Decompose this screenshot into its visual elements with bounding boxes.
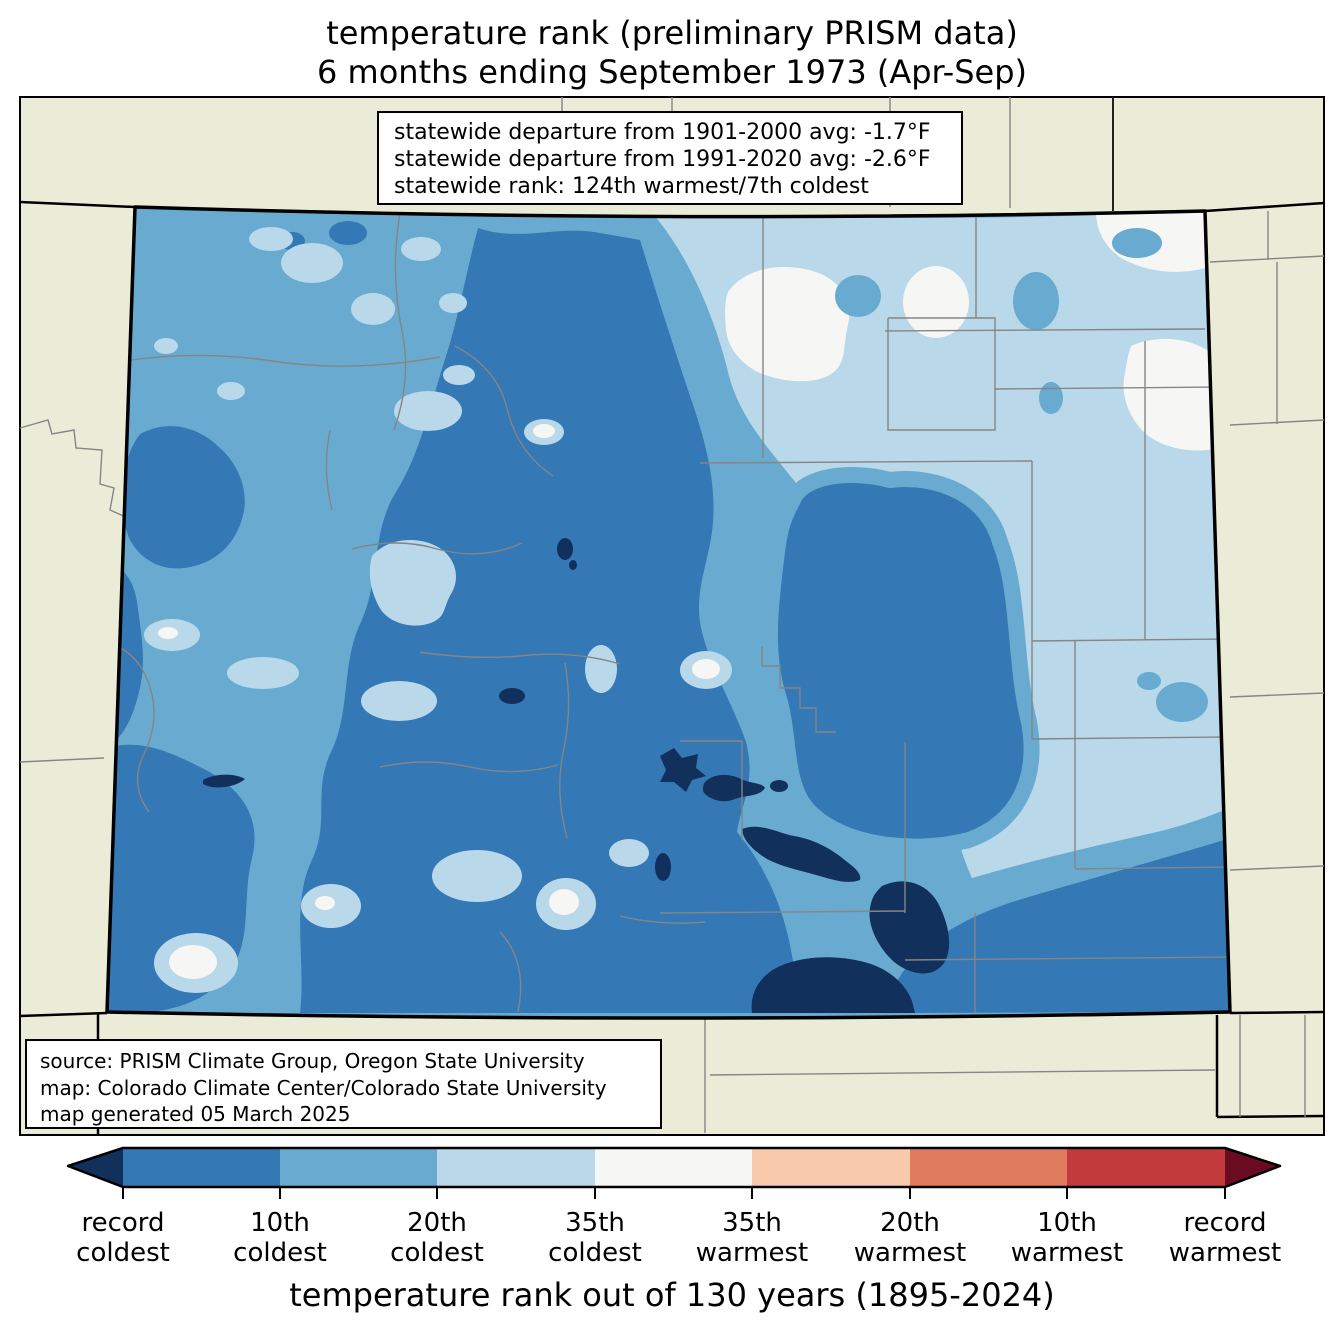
fill-white-cores-west bbox=[158, 424, 720, 979]
legend-label: warmest bbox=[1011, 1238, 1124, 1268]
colorado-county-lines bbox=[108, 212, 1230, 1013]
stats-box: statewide departure from 1901-2000 avg: … bbox=[377, 111, 963, 205]
fill-dark-masses-10th-coldest bbox=[108, 221, 1230, 1013]
state-colorado-fills bbox=[107, 207, 1230, 1018]
legend-label: 35th bbox=[565, 1208, 625, 1238]
legend-label: record bbox=[1183, 1208, 1266, 1238]
source-line-1: source: PRISM Climate Group, Oregon Stat… bbox=[40, 1049, 585, 1073]
colorbar-axis-title: temperature rank out of 130 years (1895-… bbox=[289, 1276, 1055, 1314]
legend-label: coldest bbox=[390, 1238, 484, 1268]
colorbar-ticks bbox=[122, 1187, 1226, 1199]
colorbar-seg-2 bbox=[280, 1148, 437, 1187]
colorbar-seg-1 bbox=[123, 1148, 280, 1187]
colorbar-seg-6 bbox=[910, 1148, 1067, 1187]
page-title-line1: temperature rank (preliminary PRISM data… bbox=[326, 14, 1018, 52]
fill-record-coldest-blobs bbox=[203, 538, 950, 1013]
source-line-3: map generated 05 March 2025 bbox=[40, 1102, 350, 1126]
legend-label: coldest bbox=[76, 1238, 170, 1268]
colorado-state-outline bbox=[105, 205, 1232, 1020]
colorbar-right-arrow bbox=[1225, 1148, 1280, 1187]
colorbar-seg-3 bbox=[437, 1148, 595, 1187]
stats-line-1: statewide departure from 1901-2000 avg: … bbox=[394, 120, 931, 145]
colorbar-left-arrow bbox=[68, 1148, 123, 1187]
legend-label: warmest bbox=[854, 1238, 967, 1268]
legend-label: 35th bbox=[722, 1208, 782, 1238]
legend-label: coldest bbox=[233, 1238, 327, 1268]
legend-label: warmest bbox=[696, 1238, 809, 1268]
stats-line-3: statewide rank: 124th warmest/7th coldes… bbox=[394, 174, 869, 199]
colorbar-seg-4 bbox=[595, 1148, 752, 1187]
colorbar-seg-5 bbox=[752, 1148, 910, 1187]
legend-label: coldest bbox=[548, 1238, 642, 1268]
colorbar-legend: record coldest 10th coldest 20th coldest… bbox=[66, 1146, 1282, 1314]
colorbar-seg-7 bbox=[1067, 1148, 1225, 1187]
page-title-line2: 6 months ending September 1973 (Apr-Sep) bbox=[317, 53, 1027, 91]
stats-line-2: statewide departure from 1991-2020 avg: … bbox=[394, 147, 931, 172]
legend-label: warmest bbox=[1169, 1238, 1282, 1268]
source-line-2: map: Colorado Climate Center/Colorado St… bbox=[40, 1076, 607, 1100]
source-box: source: PRISM Climate Group, Oregon Stat… bbox=[25, 1039, 662, 1129]
legend-label: 20th bbox=[880, 1208, 940, 1238]
colorbar-tick-labels: record coldest 10th coldest 20th coldest… bbox=[76, 1208, 1281, 1268]
legend-label: record bbox=[81, 1208, 164, 1238]
legend-label: 10th bbox=[1037, 1208, 1097, 1238]
legend-label: 10th bbox=[250, 1208, 310, 1238]
legend-label: 20th bbox=[407, 1208, 467, 1238]
